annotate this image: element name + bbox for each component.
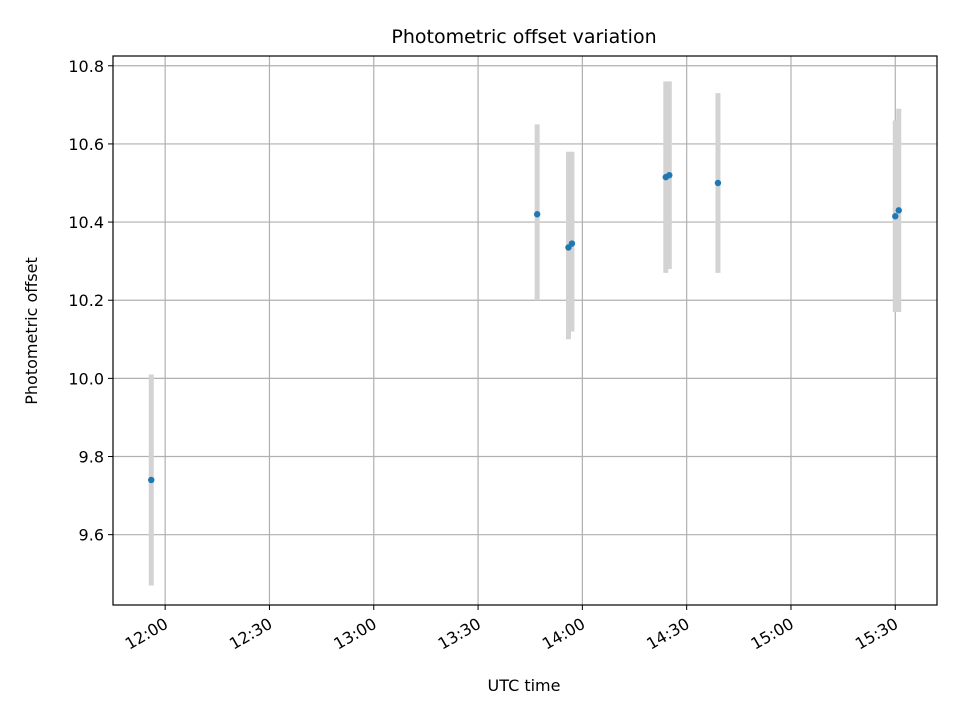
errorbars bbox=[148, 81, 902, 586]
y-tick-label: 10.8 bbox=[68, 57, 104, 76]
data-point bbox=[895, 207, 902, 214]
y-tick-label: 10.4 bbox=[68, 213, 104, 232]
data-point bbox=[666, 171, 673, 179]
x-axis-label: UTC time bbox=[488, 676, 561, 695]
grid bbox=[113, 56, 937, 605]
x-tick-label: 13:00 bbox=[330, 614, 379, 654]
y-tick-label: 9.8 bbox=[79, 448, 104, 467]
y-tick-label: 9.6 bbox=[79, 526, 104, 545]
x-tick-label: 15:30 bbox=[852, 614, 901, 654]
data-points bbox=[148, 171, 902, 484]
y-tick-label: 10.0 bbox=[68, 369, 104, 388]
data-point bbox=[148, 476, 155, 484]
x-tick-label: 15:00 bbox=[748, 614, 797, 654]
x-tick-label: 13:30 bbox=[435, 614, 484, 654]
x-tick-label: 12:30 bbox=[226, 614, 275, 654]
plot-frame bbox=[112, 55, 938, 606]
data-point bbox=[533, 211, 541, 218]
x-tick-label: 14:00 bbox=[539, 614, 588, 654]
x-tick-label: 12:00 bbox=[122, 614, 171, 654]
data-point bbox=[892, 213, 899, 220]
y-tick-label: 10.2 bbox=[68, 291, 104, 310]
data-point bbox=[568, 240, 576, 247]
data-point bbox=[714, 179, 722, 187]
y-axis-label: Photometric offset bbox=[22, 257, 41, 405]
chart-title: Photometric offset variation bbox=[391, 26, 656, 48]
x-tick-label: 14:30 bbox=[643, 614, 692, 654]
y-tick-label: 10.6 bbox=[68, 135, 104, 154]
x-axis: 12:00 12:30 13:00 13:30 14:00 14:30 15:00 15:30 bbox=[122, 605, 901, 654]
y-axis: 9.6 9.8 10.0 10.2 10.4 10.6 10.8 bbox=[68, 57, 113, 545]
